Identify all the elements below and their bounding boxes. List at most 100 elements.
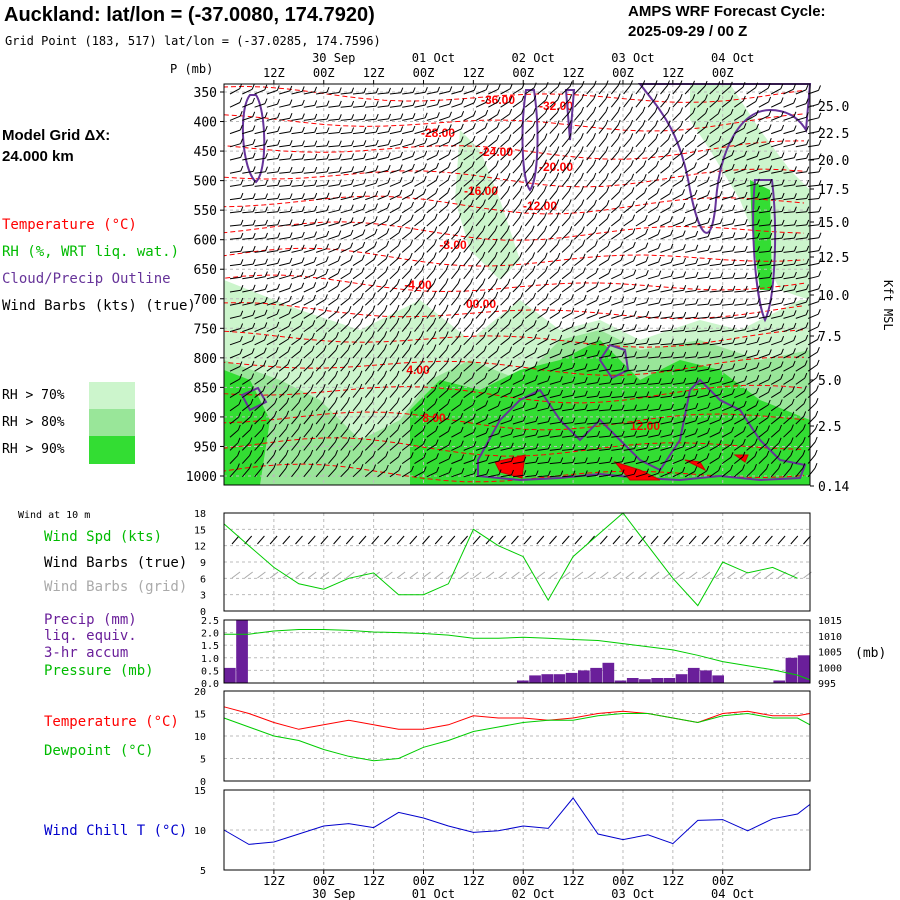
wind-barb-flag xyxy=(731,163,735,170)
wind-barb-flag xyxy=(322,449,326,456)
wind-barb xyxy=(426,430,437,438)
wind-barb xyxy=(709,250,721,253)
wind-barb-flag xyxy=(670,467,674,473)
wind-barb xyxy=(266,454,275,464)
grid-wind-barb xyxy=(269,571,279,579)
wind-barb xyxy=(414,231,424,240)
wind-barb-flag xyxy=(363,87,367,94)
wind-barb xyxy=(278,428,287,438)
wind-barb xyxy=(672,330,684,333)
wind-barb-flag xyxy=(658,378,662,384)
wind-barb xyxy=(242,276,254,280)
height-tick-label: 5.0 xyxy=(818,374,841,389)
wind-barb xyxy=(721,469,731,478)
wind-barb-flag xyxy=(569,253,573,259)
grid-wind-barb xyxy=(295,571,304,579)
wind-barb xyxy=(475,323,485,332)
wind-barb xyxy=(352,388,361,398)
wind-barb xyxy=(746,169,758,174)
wind-barb-flag xyxy=(806,153,810,159)
wind-barb xyxy=(598,409,610,412)
wind-barb xyxy=(709,236,721,240)
wind-barb xyxy=(254,211,266,214)
wind-barb-flag xyxy=(239,111,243,117)
wind-barb-flag xyxy=(814,463,818,469)
wind-barb xyxy=(352,183,364,187)
wind-barb-flag xyxy=(314,86,318,92)
wind-barb-flag xyxy=(720,325,724,331)
wind-barb xyxy=(401,349,410,359)
wind-barb xyxy=(647,111,656,121)
wind-barb xyxy=(758,115,770,121)
wind-barb xyxy=(488,433,499,438)
wind-barb-flag xyxy=(277,126,281,132)
wind-barb-flag xyxy=(338,179,342,185)
wind-barb-flag xyxy=(497,96,501,103)
wind-barb-flag xyxy=(543,199,547,205)
wind-barb-flag xyxy=(744,324,748,330)
temperature-contour-label: -8.00 xyxy=(439,238,467,252)
wind-barb-flag xyxy=(421,357,425,363)
wind-barb xyxy=(279,171,291,174)
wind-barb xyxy=(500,190,509,200)
wind-barb-flag xyxy=(694,466,698,472)
temp-y-tick: 5 xyxy=(200,755,206,766)
wind-barb-flag xyxy=(569,107,572,113)
wind-barb xyxy=(672,289,684,293)
wind-barb-flag xyxy=(251,348,255,354)
wind-barb xyxy=(574,408,586,412)
wind-barb-flag xyxy=(485,427,489,434)
wind-barb-flag xyxy=(732,245,736,252)
wind-barb xyxy=(623,205,633,214)
wind-barb-flag xyxy=(754,464,757,470)
wind-barb-flag xyxy=(781,336,785,342)
wind-barb xyxy=(266,198,278,201)
wind-barb xyxy=(770,378,782,385)
wind-barb xyxy=(512,190,521,200)
temperature-contour xyxy=(223,247,805,267)
wind-barb-flag xyxy=(633,255,636,262)
wind-barb-flag xyxy=(423,188,427,194)
wind-barb xyxy=(389,442,399,451)
wind-barb xyxy=(574,462,586,465)
wind-barb-flag xyxy=(371,344,375,350)
wind-barb-flag xyxy=(617,119,621,126)
wind-barb xyxy=(561,353,573,359)
wind-barb xyxy=(562,462,574,465)
wind-barb-flag xyxy=(460,426,464,433)
wind-barb xyxy=(537,448,549,451)
wind-barb-flag xyxy=(572,444,576,450)
wind-barb xyxy=(463,204,472,214)
wind-barb-flag xyxy=(288,321,292,327)
wind-barb-flag xyxy=(483,345,487,351)
wind-barb xyxy=(426,362,435,372)
wind-barb-flag xyxy=(570,280,574,286)
precip-bar xyxy=(639,679,651,683)
wind-barb-flag xyxy=(398,215,402,221)
wind-barb-flag xyxy=(497,400,501,407)
wind-barb xyxy=(684,112,694,121)
wind-barb-flag xyxy=(805,98,809,104)
wind-barb xyxy=(537,99,547,108)
wind-barb xyxy=(574,124,582,134)
wind-barb-flag xyxy=(757,232,760,239)
grid-wind-barb xyxy=(345,571,355,579)
wind-barb-flag xyxy=(289,193,293,199)
wind-barb xyxy=(500,337,510,346)
wind-barb-flag xyxy=(372,450,376,457)
wind-barb xyxy=(377,428,386,438)
wind-barb xyxy=(758,353,770,359)
wind-barb xyxy=(537,151,545,161)
wind-barb-flag xyxy=(695,351,699,357)
wind-barb xyxy=(795,454,804,464)
wind-barb xyxy=(709,342,721,346)
wind-barb-flag xyxy=(683,403,687,409)
wind-barb xyxy=(623,260,634,267)
wind-barb-flag xyxy=(519,185,523,192)
true-wind-barb xyxy=(422,535,430,545)
wind-barb xyxy=(463,89,475,95)
true-wind-barb xyxy=(307,535,316,545)
wind-barb xyxy=(734,405,745,412)
wind-barb xyxy=(795,263,807,267)
wind-barb xyxy=(254,89,265,95)
